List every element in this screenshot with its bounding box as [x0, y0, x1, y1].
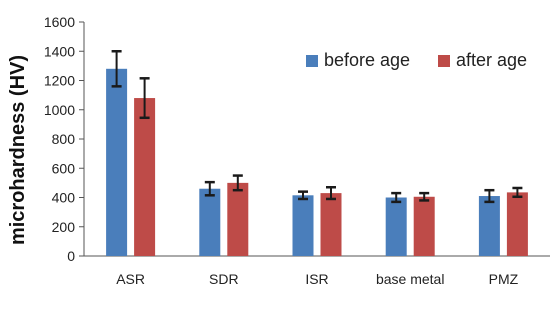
- x-category-label: ASR: [116, 271, 145, 287]
- bar-after-age: [320, 193, 342, 256]
- error-bars-layer: [111, 50, 523, 204]
- y-tick-label: 200: [52, 219, 76, 235]
- bar-after-age: [413, 196, 435, 256]
- y-tick-label: 0: [67, 248, 75, 264]
- bar-after-age: [506, 192, 528, 256]
- bars-layer: [106, 68, 528, 256]
- y-tick-label: 400: [52, 190, 76, 206]
- legend-label: before age: [324, 50, 410, 70]
- x-category-label: PMZ: [489, 271, 519, 287]
- y-tick-label: 1000: [44, 102, 75, 118]
- legend: before age after age: [306, 50, 527, 70]
- y-tick-label: 600: [52, 160, 76, 176]
- bar-before-age: [106, 68, 128, 256]
- y-axis-title: microhardness (HV): [7, 55, 29, 245]
- y-tick-label: 1600: [44, 14, 75, 30]
- bar-after-age: [227, 182, 249, 256]
- bar-after-age: [134, 98, 156, 256]
- y-axis: 0 200 400 600 800 1000 1200 1400 1600: [44, 14, 84, 264]
- legend-label: after age: [456, 50, 527, 70]
- bar-before-age: [385, 197, 407, 256]
- legend-swatch: [306, 55, 318, 67]
- x-category-label: base metal: [376, 271, 444, 287]
- y-tick-label: 800: [52, 131, 76, 147]
- x-category-label: SDR: [209, 271, 239, 287]
- y-tick-label: 1400: [44, 43, 75, 59]
- bar-before-age: [199, 188, 221, 256]
- legend-swatch: [438, 55, 450, 67]
- bar-before-age: [478, 196, 500, 256]
- x-category-label: ISR: [305, 271, 328, 287]
- x-axis: ASR SDR ISR base metal PMZ: [116, 271, 518, 287]
- y-tick-label: 1200: [44, 73, 75, 89]
- bar-before-age: [292, 195, 314, 256]
